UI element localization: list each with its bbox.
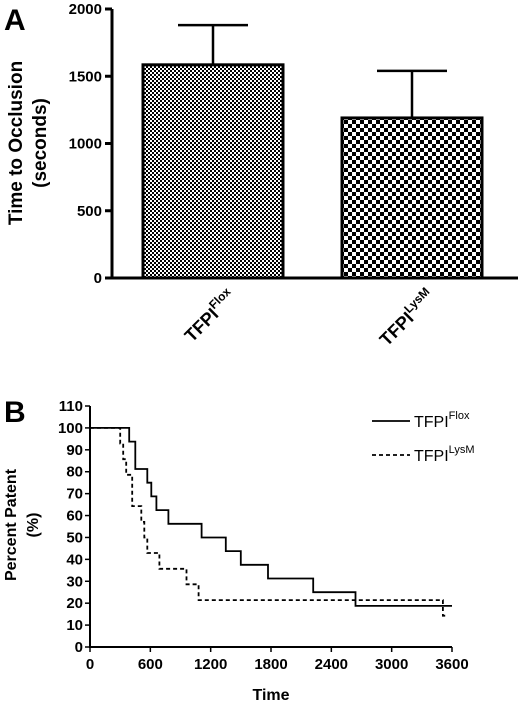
panel-a-y-tick-label: 2000: [69, 1, 102, 18]
panel-b-y-tick-label: 50: [66, 529, 83, 546]
panel-b-y-tick-label: 90: [66, 442, 83, 459]
panel-a-y-axis-title-line1: Time to Occlusion: [6, 61, 27, 225]
panel-b-legend: TFPIFlox TFPILysM: [372, 410, 475, 465]
panel-b-series: [90, 426, 452, 617]
panel-b-x-tick-label: 1200: [194, 656, 227, 673]
panel-b-series-flox-line: [90, 426, 452, 607]
panel-b-x-tick-label: 600: [138, 656, 163, 673]
panel-b-series-lysm-line: [90, 426, 448, 617]
panel-b-x-tick-label: 2400: [315, 656, 348, 673]
panel-b-axes: [89, 406, 452, 648]
panel-b-y-tick-label: 70: [66, 486, 83, 503]
panel-b-x-tick-label: 0: [86, 656, 94, 673]
panel-b-x-tick-label: 3600: [435, 656, 468, 673]
panel-b-y-axis-title-line1: Percent Patent: [3, 468, 20, 581]
panel-a-category-label: TFPILysM: [374, 285, 439, 350]
panel-b-y-ticks: 0 10 20 30 40 50 60 70 80 90 100 110: [58, 398, 90, 656]
panel-b-y-tick-label: 40: [66, 551, 83, 568]
panel-b-x-axis-title: Time: [252, 687, 289, 704]
panel-a-y-tick-label: 0: [94, 270, 102, 287]
panel-a-y-tick-label: 500: [77, 203, 102, 220]
panel-b-y-tick-label: 20: [66, 595, 83, 612]
panel-a-y-ticks: 0 500 1000 1500 2000: [69, 1, 112, 287]
panel-b-x-tick-label: 1800: [254, 656, 287, 673]
panel-b-x-tick-label: 3000: [375, 656, 408, 673]
panel-a-bar: [340, 116, 484, 280]
panel-a-bars: [141, 23, 484, 280]
panel-b-y-tick-label: 30: [66, 573, 83, 590]
panel-b-y-axis-title-line2: (%): [25, 513, 42, 538]
panel-b-y-tick-label: 10: [66, 617, 83, 634]
panel-b-legend-label: TFPILysM: [414, 444, 475, 465]
panel-b-x-ticks: 0 600 1200 1800 2400 3000 3600: [86, 647, 469, 673]
panel-a-y-tick-label: 1000: [69, 136, 102, 153]
panel-a-category-labels: TFPIFlox TFPILysM: [179, 284, 439, 350]
panel-b-letter: B: [4, 396, 26, 429]
panel-a-category-label: TFPIFlox: [179, 284, 241, 346]
panel-a-letter: A: [4, 4, 26, 37]
panel-a-bar: [141, 63, 285, 280]
panel-b-legend-label: TFPIFlox: [414, 410, 470, 431]
panel-b-y-tick-label: 100: [58, 420, 83, 437]
panel-b-y-tick-label: 110: [59, 398, 83, 415]
panel-a-y-tick-label: 1500: [69, 68, 102, 85]
panel-b-y-tick-label: 80: [66, 464, 83, 481]
panel-b-y-tick-label: 0: [75, 639, 83, 656]
panel-b-y-tick-label: 60: [66, 508, 83, 525]
panel-a-y-axis-title-line2: (seconds): [30, 98, 51, 188]
